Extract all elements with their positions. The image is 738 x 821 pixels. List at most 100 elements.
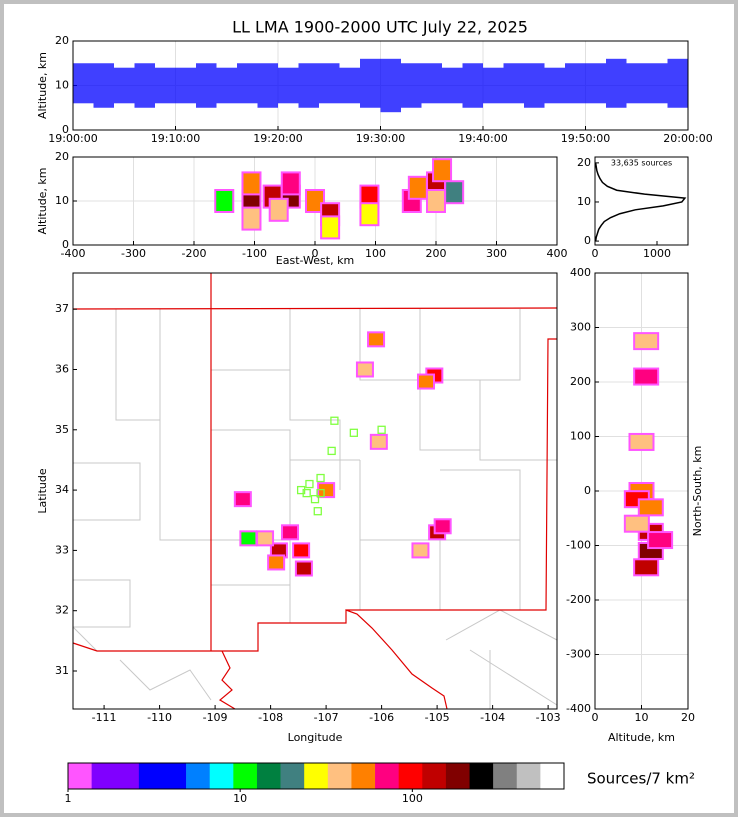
source-density — [434, 160, 451, 181]
source-density — [361, 204, 378, 225]
altitude-band — [380, 58, 401, 113]
altitude-band — [257, 63, 278, 108]
x-tick-label: -400 — [61, 247, 86, 260]
altitude-band — [524, 63, 545, 108]
source-density — [241, 532, 256, 545]
altitude-band — [462, 63, 483, 108]
colorbar-cell — [327, 763, 352, 789]
altitude-band — [319, 63, 340, 104]
altitude-band — [544, 67, 565, 104]
y-tick-label: 400 — [570, 266, 591, 279]
colorbar-cell — [186, 763, 211, 789]
station — [310, 494, 320, 504]
source-density — [635, 369, 658, 384]
colorbar-cell — [493, 763, 518, 789]
x-tick-label: -110 — [147, 711, 172, 724]
y-tick-label: -300 — [566, 648, 591, 661]
x-axis-label: Longitude — [288, 731, 343, 744]
y-tick-label: 37 — [55, 302, 69, 315]
source-density — [409, 177, 426, 198]
source-density — [428, 191, 444, 211]
plot-frame — [72, 156, 558, 246]
source-density — [369, 333, 384, 346]
x-tick-label: 19:00:00 — [48, 132, 97, 145]
altitude-band — [175, 67, 196, 104]
source-density — [435, 520, 450, 533]
altitude-band — [278, 67, 299, 104]
x-axis-label: East-West, km — [276, 254, 354, 267]
y-tick-label: -200 — [566, 593, 591, 606]
source-density — [243, 208, 260, 229]
y-axis-label: Altitude, km — [36, 52, 49, 119]
y-tick-label: -400 — [566, 702, 591, 715]
source-density — [271, 544, 286, 557]
y-tick-label: 20 — [55, 150, 69, 163]
source-density — [639, 500, 662, 515]
colorbar-cell — [280, 763, 305, 789]
colorbar-cell — [304, 763, 329, 789]
x-tick-label: -300 — [121, 247, 146, 260]
source-density — [413, 544, 428, 557]
colorbar-cell — [209, 763, 234, 789]
annotation: 33,635 sources — [611, 159, 672, 168]
colorbar-cell — [138, 763, 163, 789]
y-tick-label: 0 — [584, 484, 591, 497]
colorbar-cell — [162, 763, 187, 789]
y-tick-label: 10 — [55, 79, 69, 92]
plot-frame — [594, 272, 689, 710]
station — [330, 416, 339, 425]
colorbar-cell — [115, 763, 140, 789]
source-density — [635, 560, 658, 575]
altitude-band — [114, 67, 135, 104]
y-tick-label: 33 — [55, 543, 69, 556]
x-tick-label: 0 — [592, 247, 599, 260]
x-tick-label: -107 — [314, 711, 339, 724]
source-density — [319, 484, 334, 497]
source-density — [307, 191, 323, 211]
source-density — [283, 526, 298, 539]
y-tick-label: 0 — [584, 234, 591, 247]
x-tick-label: -104 — [480, 711, 505, 724]
altitude-band — [237, 63, 258, 104]
station — [349, 428, 359, 437]
x-tick-label: 200 — [426, 247, 447, 260]
x-tick-label: -111 — [92, 711, 117, 724]
panel: -111 -110 -109 -108 -107 -106 -105 -104 -103 31 32… — [36, 272, 561, 744]
altitude-band — [134, 63, 155, 108]
panel: 0 10 20 -400 -300 -200 -100 0 100 200 300 400 Altitu… — [566, 266, 704, 744]
altitude-band — [298, 63, 319, 108]
x-tick-label: -109 — [203, 711, 228, 724]
altitude-band — [667, 58, 688, 108]
source-density — [635, 334, 658, 349]
colorbar-cell — [398, 763, 423, 789]
plot-frame — [72, 272, 558, 710]
colorbar-cell — [422, 763, 447, 789]
x-tick-label: 20 — [681, 711, 695, 724]
x-tick-label: -108 — [258, 711, 283, 724]
source-density — [419, 375, 434, 388]
colorbar-cell — [233, 763, 258, 789]
plot-frame — [594, 156, 689, 246]
x-tick-label: 10 — [233, 792, 247, 805]
source-density — [446, 182, 463, 203]
x-tick-label: -103 — [536, 711, 561, 724]
x-tick-label: 1000 — [643, 247, 671, 260]
y-tick-label: 10 — [577, 195, 591, 208]
x-tick-label: 10 — [635, 711, 649, 724]
altitude-band — [647, 63, 668, 104]
y-tick-label: 31 — [55, 664, 69, 677]
altitude-band — [565, 63, 586, 104]
y-tick-label: 34 — [55, 483, 69, 496]
y-tick-label: 36 — [55, 362, 69, 375]
x-tick-label: 19:10:00 — [151, 132, 200, 145]
x-tick-label: 19:40:00 — [458, 132, 507, 145]
station — [327, 446, 336, 456]
altitude-band — [442, 67, 463, 104]
station — [377, 425, 386, 434]
panel: 19:00:00 19:10:00 19:20:00 19:30:00 19:40:00… — [36, 34, 713, 145]
colorbar-cell — [68, 763, 92, 789]
x-tick-label: 0 — [592, 711, 599, 724]
source-density — [243, 173, 260, 194]
